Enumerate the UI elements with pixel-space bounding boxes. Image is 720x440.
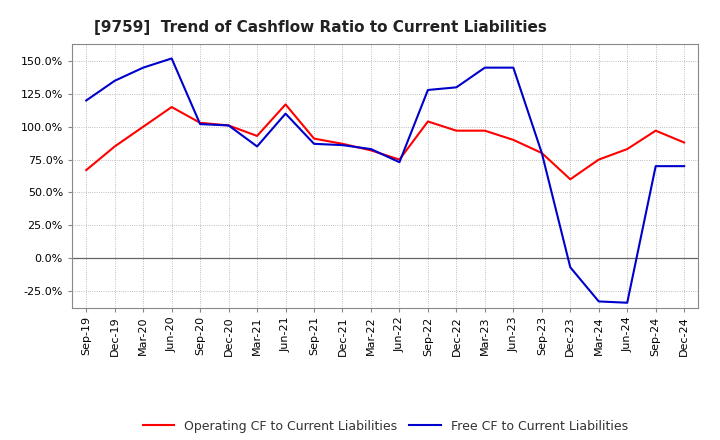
Line: Operating CF to Current Liabilities: Operating CF to Current Liabilities <box>86 104 684 179</box>
Operating CF to Current Liabilities <box>82 168 91 173</box>
Free CF to Current Liabilities <box>110 78 119 84</box>
Free CF to Current Liabilities <box>395 160 404 165</box>
Free CF to Current Liabilities <box>282 111 290 116</box>
Free CF to Current Liabilities <box>537 150 546 156</box>
Free CF to Current Liabilities <box>139 65 148 70</box>
Free CF to Current Liabilities <box>623 300 631 305</box>
Operating CF to Current Liabilities <box>338 141 347 147</box>
Free CF to Current Liabilities <box>167 56 176 61</box>
Free CF to Current Liabilities <box>595 299 603 304</box>
Free CF to Current Liabilities <box>566 264 575 270</box>
Free CF to Current Liabilities <box>253 144 261 149</box>
Free CF to Current Liabilities <box>452 85 461 90</box>
Operating CF to Current Liabilities <box>509 137 518 143</box>
Free CF to Current Liabilities <box>82 98 91 103</box>
Operating CF to Current Liabilities <box>595 157 603 162</box>
Free CF to Current Liabilities <box>225 123 233 128</box>
Free CF to Current Liabilities <box>310 141 318 147</box>
Operating CF to Current Liabilities <box>452 128 461 133</box>
Free CF to Current Liabilities <box>480 65 489 70</box>
Free CF to Current Liabilities <box>196 121 204 127</box>
Operating CF to Current Liabilities <box>196 120 204 125</box>
Operating CF to Current Liabilities <box>395 157 404 162</box>
Operating CF to Current Liabilities <box>110 144 119 149</box>
Operating CF to Current Liabilities <box>282 102 290 107</box>
Text: [9759]  Trend of Cashflow Ratio to Current Liabilities: [9759] Trend of Cashflow Ratio to Curren… <box>94 20 546 35</box>
Operating CF to Current Liabilities <box>366 148 375 153</box>
Operating CF to Current Liabilities <box>566 176 575 182</box>
Operating CF to Current Liabilities <box>139 124 148 129</box>
Free CF to Current Liabilities <box>423 87 432 92</box>
Free CF to Current Liabilities <box>338 143 347 148</box>
Line: Free CF to Current Liabilities: Free CF to Current Liabilities <box>86 59 684 303</box>
Operating CF to Current Liabilities <box>167 104 176 110</box>
Operating CF to Current Liabilities <box>623 147 631 152</box>
Operating CF to Current Liabilities <box>253 133 261 139</box>
Free CF to Current Liabilities <box>366 147 375 152</box>
Legend: Operating CF to Current Liabilities, Free CF to Current Liabilities: Operating CF to Current Liabilities, Fre… <box>138 414 633 437</box>
Operating CF to Current Liabilities <box>225 123 233 128</box>
Operating CF to Current Liabilities <box>423 119 432 124</box>
Operating CF to Current Liabilities <box>537 150 546 156</box>
Operating CF to Current Liabilities <box>480 128 489 133</box>
Free CF to Current Liabilities <box>652 164 660 169</box>
Operating CF to Current Liabilities <box>310 136 318 141</box>
Operating CF to Current Liabilities <box>680 140 688 145</box>
Free CF to Current Liabilities <box>509 65 518 70</box>
Operating CF to Current Liabilities <box>652 128 660 133</box>
Free CF to Current Liabilities <box>680 164 688 169</box>
